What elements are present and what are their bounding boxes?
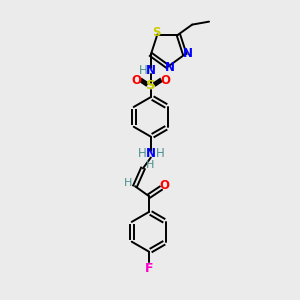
- Text: O: O: [160, 179, 170, 192]
- Text: N: N: [165, 61, 175, 74]
- Text: N: N: [183, 47, 193, 60]
- Text: O: O: [131, 74, 141, 87]
- Text: S: S: [146, 79, 156, 92]
- Text: N: N: [146, 147, 156, 160]
- Text: F: F: [145, 262, 153, 275]
- Text: H: H: [146, 160, 154, 170]
- Text: S: S: [152, 26, 160, 39]
- Text: H: H: [138, 147, 146, 160]
- Text: H: H: [139, 64, 147, 77]
- Text: O: O: [161, 74, 171, 87]
- Text: H: H: [155, 147, 164, 160]
- Text: H: H: [124, 178, 132, 188]
- Text: N: N: [146, 64, 156, 77]
